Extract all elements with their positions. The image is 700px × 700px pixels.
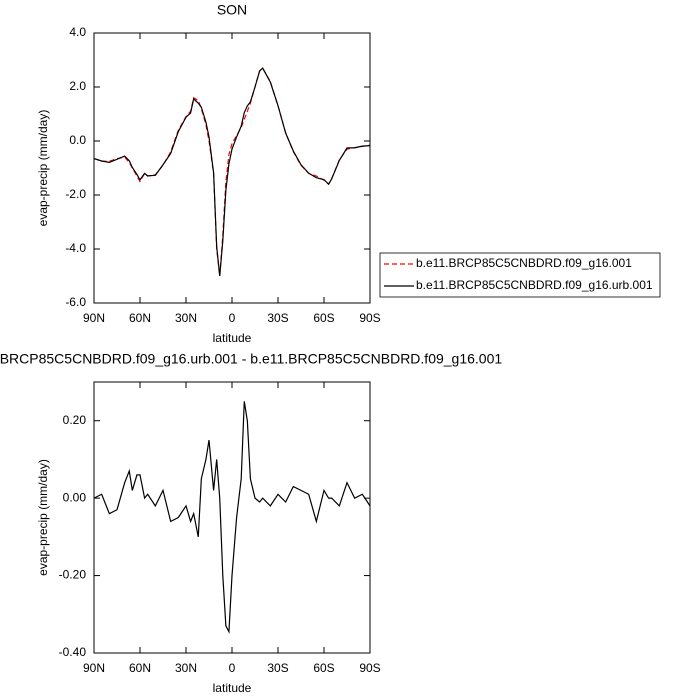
y-tick-label: -2.0 xyxy=(65,187,86,201)
y-tick-label: -6.0 xyxy=(65,295,86,309)
chart-title: b.e11.BRCP85C5CNBDRD.f09_g16.urb.001 - b… xyxy=(0,351,502,367)
x-axis-label: latitude xyxy=(213,331,252,345)
y-axis-label: evap-precip (mm/day) xyxy=(36,110,50,227)
y-tick-label: 0.0 xyxy=(69,133,86,147)
x-tick-label: 60N xyxy=(129,661,151,675)
x-tick-label: 0 xyxy=(229,311,236,325)
x-tick-label: 90S xyxy=(359,311,380,325)
x-tick-label: 90N xyxy=(83,311,105,325)
x-tick-label: 30N xyxy=(175,661,197,675)
legend-label: b.e11.BRCP85C5CNBDRD.f09_g16.001 xyxy=(416,256,632,270)
y-tick-label: 2.0 xyxy=(69,79,86,93)
legend-label: b.e11.BRCP85C5CNBDRD.f09_g16.urb.001 xyxy=(416,278,653,292)
x-tick-label: 60N xyxy=(129,311,151,325)
y-tick-label: 0.20 xyxy=(63,413,87,427)
data-line xyxy=(93,67,371,277)
x-tick-label: 90S xyxy=(359,661,380,675)
x-tick-label: 30S xyxy=(267,661,288,675)
chart-title: SON xyxy=(217,2,247,18)
x-tick-label: 30N xyxy=(175,311,197,325)
x-tick-label: 90N xyxy=(83,661,105,675)
x-tick-label: 60S xyxy=(313,661,334,675)
legend: b.e11.BRCP85C5CNBDRD.f09_g16.001 b.e11.BR… xyxy=(379,252,661,298)
y-tick-label: 0.00 xyxy=(63,490,87,504)
x-tick-label: 60S xyxy=(313,311,334,325)
legend-box xyxy=(379,252,661,298)
x-axis-label: latitude xyxy=(213,681,252,695)
y-tick-label: -0.40 xyxy=(59,645,87,659)
x-tick-label: 0 xyxy=(229,661,236,675)
y-tick-label: -0.20 xyxy=(59,568,87,582)
y-tick-label: -4.0 xyxy=(65,241,86,255)
y-axis-label: evap-precip (mm/day) xyxy=(36,459,50,576)
x-tick-label: 30S xyxy=(267,311,288,325)
plot-frame xyxy=(93,32,371,304)
y-tick-label: 4.0 xyxy=(69,25,86,39)
plot-frame xyxy=(93,381,371,654)
data-line xyxy=(93,401,371,634)
